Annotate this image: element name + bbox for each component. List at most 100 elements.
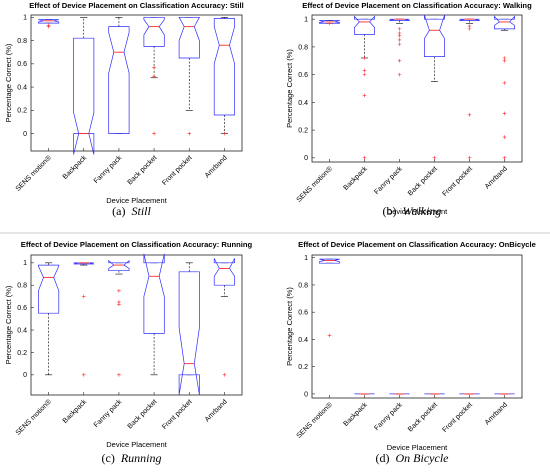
x-tick-label: Fanny pack: [93, 398, 124, 429]
y-tick-label: 0.2: [17, 350, 27, 357]
y-tick-label: 0: [23, 372, 27, 379]
x-tick-label: Back pocket: [127, 398, 159, 430]
outlier-point: [362, 93, 367, 98]
caption-name: Still: [131, 204, 151, 218]
y-axis-label: Percentage Correct (%): [285, 49, 294, 128]
outlier-point: [222, 373, 227, 377]
caption-prefix: (d): [376, 451, 393, 465]
plot-area-frame: [30, 254, 243, 396]
notched-box: [38, 264, 60, 314]
outlier-point: [187, 131, 192, 136]
x-tick-label: Amrband: [204, 154, 229, 179]
y-tick-label: 0: [304, 155, 308, 162]
outlier-point: [222, 131, 227, 136]
outlier-point: [362, 156, 367, 160]
y-axis-label: Percentage Correct (%): [285, 287, 294, 366]
y-tick-label: 1: [23, 260, 27, 267]
x-tick-label: Amrband: [484, 165, 509, 190]
notched-box: [108, 26, 130, 134]
y-tick-label: 0.8: [298, 282, 308, 289]
x-tick-label: Backpack: [342, 165, 369, 192]
x-tick-label: Amrband: [204, 398, 229, 423]
plot-area-frame: [30, 14, 243, 152]
y-tick-label: 0.4: [298, 337, 308, 344]
outlier-point: [152, 65, 156, 70]
x-tick-label: Back pocket: [127, 154, 159, 186]
x-tick-label: SENS motion®: [295, 400, 335, 440]
panel-caption: (c) Running: [102, 451, 162, 465]
notched-box: [143, 16, 165, 47]
x-tick-label: Back pocket: [407, 165, 439, 197]
outlier-point: [502, 111, 507, 116]
x-tick-label: Amrband: [484, 401, 509, 426]
outlier-point: [362, 72, 367, 77]
x-tick-label: Front pocket: [161, 398, 193, 430]
outlier-point: [117, 289, 121, 293]
x-tick-label: SENS motion®: [295, 164, 335, 204]
x-tick-label: Backpack: [62, 398, 89, 425]
x-tick-label: Front pocket: [441, 165, 474, 197]
y-tick-label: 0.8: [17, 283, 27, 290]
y-tick-label: 0.8: [298, 44, 308, 51]
y-tick-label: 0.4: [17, 327, 27, 334]
x-axis-label: Device Placement: [106, 196, 167, 205]
outlier-point: [327, 21, 332, 26]
notched-box: [354, 15, 375, 35]
y-tick-label: 1: [304, 255, 308, 262]
x-tick-label: SENS motion®: [14, 397, 54, 437]
notched-box: [459, 18, 480, 21]
outlier-point: [362, 56, 367, 60]
outlier-point: [467, 156, 472, 160]
outlier-point: [397, 27, 402, 31]
y-tick-label: 0.2: [298, 128, 308, 135]
y-tick-label: 0.6: [298, 72, 308, 79]
outlier-point: [46, 23, 51, 28]
chart-title: Effect of Device Placement on Classifica…: [29, 1, 244, 10]
notched-box: [319, 20, 340, 24]
outlier-point: [117, 300, 121, 304]
panel-caption: (d) On Bicycle: [376, 451, 450, 465]
y-tick-label: 0.4: [298, 100, 308, 107]
outlier-point: [152, 131, 156, 136]
notched-box: [178, 271, 200, 396]
caption-prefix: (c): [102, 451, 118, 465]
outlier-point: [397, 58, 402, 63]
outlier-point: [467, 24, 472, 28]
panel-caption: (a) Still: [112, 204, 151, 218]
chart-title: Effect of Device Placement on Classifica…: [21, 240, 253, 249]
notched-box: [213, 18, 235, 116]
x-tick-label: Front pocket: [441, 401, 474, 433]
caption-name: On Bicycle: [396, 451, 450, 465]
caption-prefix: (a): [112, 204, 128, 218]
x-tick-label: Backpack: [342, 401, 369, 428]
outlier-point: [152, 74, 156, 79]
y-tick-label: 1: [304, 17, 308, 24]
notched-box: [143, 253, 165, 334]
y-axis-label: Percentage Correct (%): [4, 43, 13, 122]
y-tick-label: 0.6: [17, 61, 27, 68]
outlier-point: [117, 373, 121, 377]
x-tick-label: SENS motion®: [14, 153, 54, 193]
notched-box: [389, 18, 410, 21]
x-axis-label: Device Placement: [106, 440, 167, 449]
panel-running: Effect of Device Placement on Classifica…: [4, 240, 253, 465]
x-axis-label: Device Placement: [387, 443, 448, 452]
notched-box: [213, 258, 235, 286]
x-axis-label: Device Placement: [387, 207, 448, 216]
notched-box: [73, 37, 95, 155]
x-tick-label: Back pocket: [407, 401, 439, 433]
y-tick-label: 0.8: [17, 38, 27, 45]
panel-caption: (b) Walking: [383, 204, 442, 218]
x-tick-label: Backpack: [62, 154, 89, 181]
outlier-point: [467, 113, 472, 117]
caption-prefix: (b): [383, 204, 400, 218]
x-tick-label: Fanny pack: [373, 165, 404, 196]
y-tick-label: 0.4: [17, 84, 27, 91]
outlier-point: [81, 294, 86, 299]
y-tick-label: 0.6: [298, 310, 308, 317]
panel-on-bicycle: Effect of Device Placement on Classifica…: [285, 240, 536, 465]
chart-title: Effect of Device Placement on Classifica…: [298, 240, 536, 249]
outlier-point: [397, 31, 402, 35]
chart-title: Effect of Device Placement on Classifica…: [302, 1, 532, 10]
